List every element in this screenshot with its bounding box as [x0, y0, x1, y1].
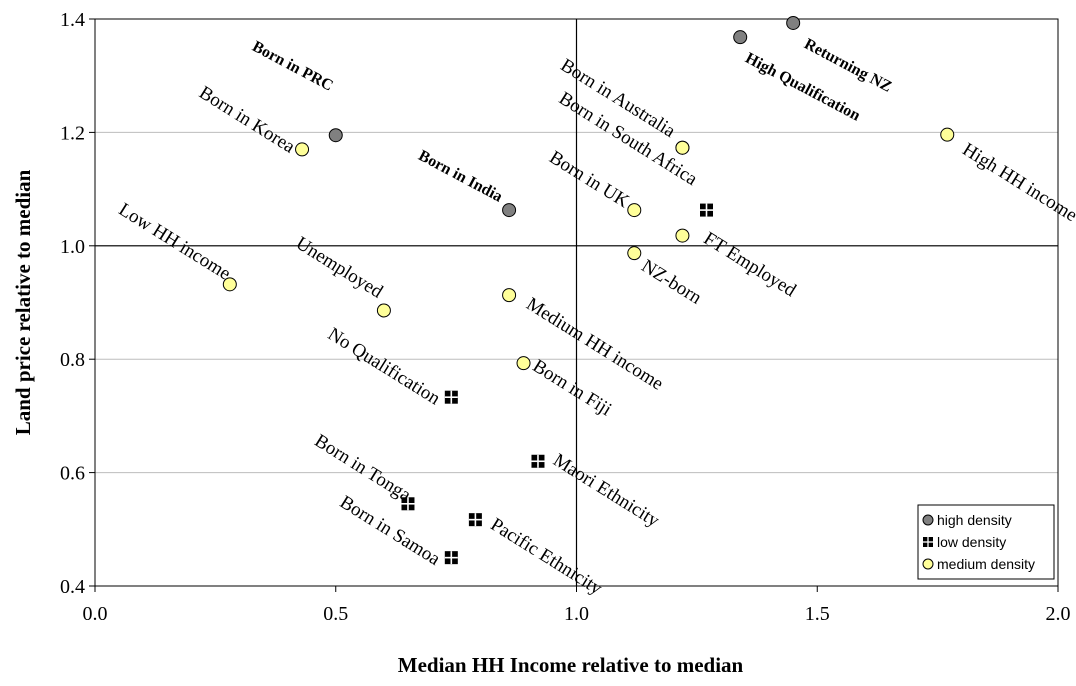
low-density-point [444, 551, 458, 565]
y-tick-label: 0.8 [60, 349, 85, 371]
y-tick-label: 0.6 [60, 463, 85, 485]
x-axis-title: Median HH Income relative to median [398, 653, 744, 677]
y-axis-title: Land price relative to median [11, 169, 35, 435]
legend-label: low density [937, 534, 1006, 550]
legend: high density low density medium density [917, 504, 1055, 580]
high-density-point [786, 15, 801, 30]
legend-square-marker [923, 537, 933, 547]
low-density-point [531, 454, 545, 468]
legend-item: low density [923, 534, 1006, 550]
medium-density-point [376, 303, 391, 318]
medium-density-point [502, 288, 517, 303]
high-density-point [502, 203, 517, 218]
legend-item: high density [922, 512, 1012, 528]
y-tick-label: 1.2 [60, 122, 85, 144]
low-density-point [401, 497, 415, 511]
low-density-point [468, 513, 482, 527]
legend-box [917, 504, 1055, 580]
x-tick-label: 1.5 [805, 603, 830, 625]
medium-density-point [295, 142, 310, 157]
medium-density-point [222, 277, 237, 292]
x-tick-label: 2.0 [1046, 603, 1071, 625]
legend-label: high density [937, 512, 1012, 528]
y-tick-label: 1.4 [60, 9, 85, 31]
high-density-point [733, 30, 748, 45]
x-tick-label: 0.5 [323, 603, 348, 625]
legend-label: medium density [937, 556, 1035, 572]
legend-circle-marker [922, 558, 934, 570]
plot-border [94, 18, 1059, 587]
y-tick-label: 1.0 [60, 236, 85, 258]
low-density-point [700, 203, 714, 217]
legend-circle-marker [922, 514, 934, 526]
low-density-point [444, 390, 458, 404]
legend-item: medium density [922, 556, 1035, 572]
x-tick-label: 0.0 [83, 603, 108, 625]
y-tick-label: 0.4 [60, 576, 85, 598]
medium-density-point [675, 228, 690, 243]
medium-density-point [516, 356, 531, 371]
medium-density-point [627, 246, 642, 261]
medium-density-point [675, 140, 690, 155]
medium-density-point [627, 203, 642, 218]
high-density-point [328, 128, 343, 143]
x-tick-label: 1.0 [564, 603, 589, 625]
medium-density-point [940, 127, 955, 142]
